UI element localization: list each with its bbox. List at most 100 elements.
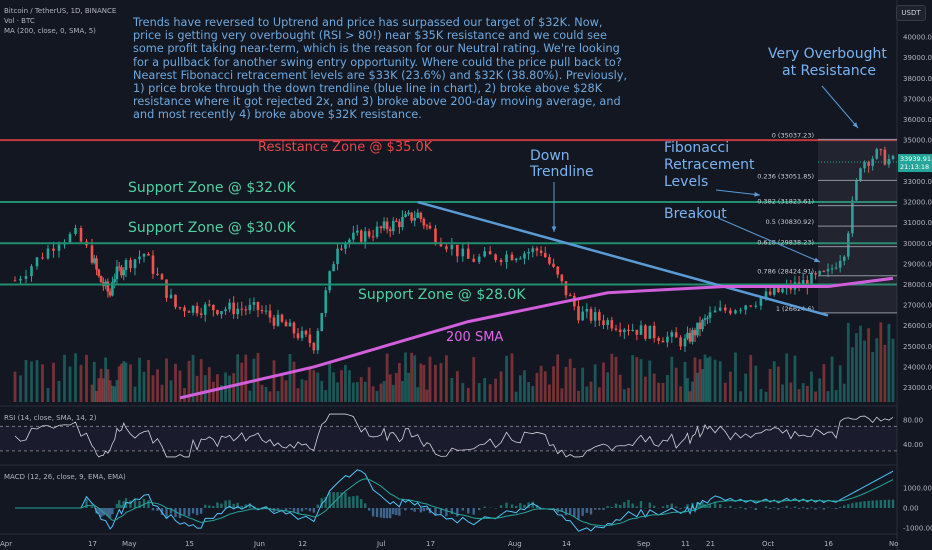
down-trendline [417, 200, 829, 317]
macd-histogram-bar [138, 501, 141, 508]
candle-body [539, 250, 543, 253]
volume-bar [416, 387, 420, 402]
volume-bar [391, 384, 395, 402]
currency-button[interactable]: USDT [896, 5, 926, 21]
rsi-line [14, 413, 894, 458]
macd-histogram-bar [367, 508, 371, 511]
volume-bar [434, 364, 437, 402]
candle-body [855, 180, 858, 201]
macd-histogram-bar [883, 499, 887, 508]
trendline-arrow-head [551, 226, 557, 232]
candle-body [483, 251, 486, 257]
macd-histogram-bar [284, 508, 288, 511]
macd-histogram-bar [781, 507, 784, 508]
candle-body [514, 258, 518, 261]
volume-bar [142, 371, 146, 402]
symbol-title[interactable]: Bitcoin / TetherUS, 1D, BINANCE [4, 7, 117, 15]
macd-histogram-bar [847, 504, 850, 508]
volume-legend[interactable]: Vol · BTC [4, 17, 35, 25]
candle-body [385, 221, 389, 230]
candle-body [631, 329, 634, 331]
candle-body [352, 232, 355, 240]
candle-body [618, 329, 622, 333]
volume-bar [564, 366, 568, 402]
macd-histogram-bar [602, 508, 605, 510]
macd-histogram-bar [679, 508, 682, 509]
support-28k-label: Support Zone @ $28.0K [358, 287, 526, 303]
candle-body [548, 257, 551, 264]
candle-body [115, 266, 119, 280]
candle-body [216, 310, 219, 315]
macd-histogram-bar [416, 508, 419, 510]
candle-body [359, 230, 363, 242]
volume-bar [488, 384, 492, 402]
volume-bar [394, 372, 398, 402]
macd-histogram-bar [332, 492, 335, 508]
macd-histogram-bar [703, 504, 707, 508]
candle-body [156, 273, 159, 275]
volume-bar [855, 333, 858, 402]
ma-legend[interactable]: MA (200, close, 0, SMA, 5) [4, 27, 96, 35]
price-tick-label: 32000.00 [903, 199, 932, 207]
volume-bar [614, 356, 618, 402]
volume-bar [46, 388, 50, 402]
date-tick-label: Sep [637, 540, 651, 548]
volume-bar [156, 369, 159, 402]
volume-bar [106, 369, 110, 402]
macd-tick-label: -1000.00 [903, 525, 932, 533]
macd-histogram-bar [324, 496, 327, 508]
volume-bar [92, 361, 96, 402]
macd-histogram-bar [867, 500, 870, 508]
macd-histogram-bar [118, 500, 121, 508]
candle-body [434, 228, 437, 243]
macd-histogram-bar [802, 506, 805, 508]
candle-body [439, 242, 443, 247]
candle-body [169, 294, 173, 298]
macd-histogram-bar [174, 508, 177, 518]
candle-body [585, 308, 589, 312]
candle-body [739, 309, 742, 311]
candle-body [19, 278, 22, 281]
candle-body [891, 155, 895, 160]
resistance-zone-label: Resistance Zone @ $35.0K [258, 140, 433, 155]
volume-bar [652, 373, 656, 402]
candle-body [324, 290, 327, 314]
volume-bar [494, 378, 497, 402]
volume-bar [597, 387, 601, 402]
volume-bar [639, 359, 643, 402]
volume-bar [35, 360, 39, 402]
date-tick-label: 14 [562, 540, 571, 548]
candle-body [404, 214, 407, 218]
macd-histogram-bar [304, 508, 308, 510]
candle-body [754, 305, 758, 307]
candle-body [320, 313, 324, 332]
macd-histogram-bar [701, 501, 704, 508]
volume-bar [691, 381, 694, 402]
volume-bar [518, 375, 522, 402]
candle-body [367, 231, 371, 237]
candle-body [398, 221, 401, 228]
volume-bar [450, 378, 454, 402]
date-tick-label: Jul [376, 540, 386, 548]
candle-body [30, 266, 33, 277]
macd-histogram-bar [734, 508, 737, 509]
macd-histogram-bar [706, 506, 709, 508]
candle-body [564, 281, 568, 296]
price-tick-label: 33000.00 [903, 178, 932, 186]
volume-bar [397, 362, 401, 402]
volume-bar [232, 373, 236, 402]
volume-bar [789, 382, 793, 402]
volume-bar [723, 382, 727, 402]
candle-body [336, 248, 339, 265]
macd-histogram-bar [108, 508, 112, 519]
volume-bar [883, 344, 887, 402]
candle-body [560, 274, 564, 282]
volume-bar [292, 361, 296, 402]
trendline-label-line1: Down [530, 148, 570, 164]
macd-histogram-bar [276, 508, 280, 510]
candle-body [718, 307, 722, 311]
macd-histogram-bar [754, 508, 758, 510]
price-tick-label: 24000.00 [903, 363, 932, 371]
volume-bar [842, 383, 846, 402]
